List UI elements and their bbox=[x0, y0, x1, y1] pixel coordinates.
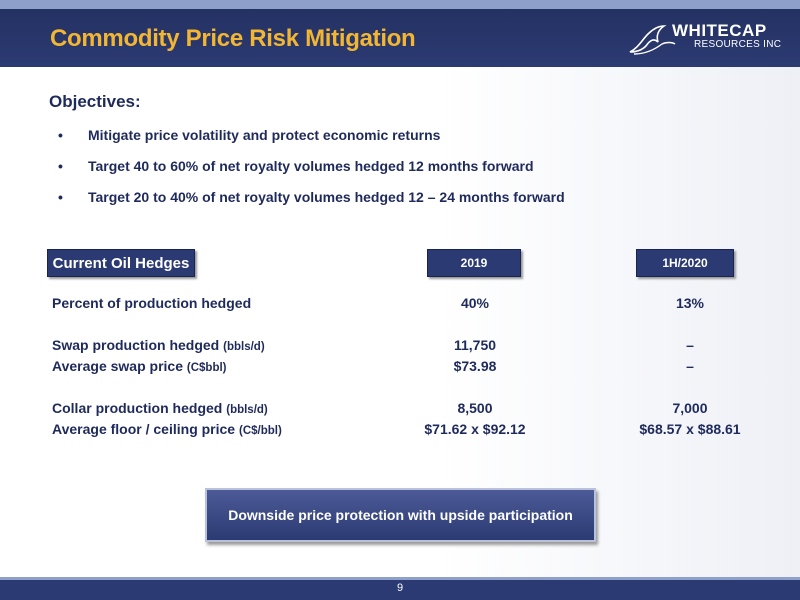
bullet-icon: • bbox=[58, 158, 63, 174]
row-label-text: Average swap price bbox=[52, 358, 183, 374]
page-title: Commodity Price Risk Mitigation bbox=[50, 25, 416, 52]
row-unit: (bbls/d) bbox=[226, 404, 268, 416]
objective-text: Target 40 to 60% of net royalty volumes … bbox=[88, 158, 534, 174]
objective-text: Target 20 to 40% of net royalty volumes … bbox=[88, 189, 565, 205]
logo-text-primary: WHITECAP bbox=[672, 21, 767, 40]
company-logo: WHITECAP RESOURCES INC bbox=[628, 18, 790, 58]
footer-accent-strip bbox=[0, 577, 800, 580]
row-label-swap-production: Swap production hedged (bbls/d) bbox=[52, 337, 265, 353]
objectives-heading: Objectives: bbox=[49, 92, 141, 111]
row-label-collar-production: Collar production hedged (bbls/d) bbox=[52, 400, 268, 416]
header-accent-strip bbox=[0, 0, 800, 9]
cell-swap-price-1h2020: – bbox=[686, 358, 694, 374]
row-label-text: Swap production hedged bbox=[52, 337, 220, 353]
cell-percent-1h2020: 13% bbox=[675, 295, 705, 311]
row-label-swap-price: Average swap price (C$bbl) bbox=[52, 358, 227, 374]
callout-text: Downside price protection with upside pa… bbox=[228, 507, 573, 523]
wave-logo-icon bbox=[629, 25, 676, 55]
logo-text-secondary: RESOURCES INC bbox=[694, 39, 782, 50]
page-number: 9 bbox=[396, 582, 404, 594]
cell-swap-production-2019: 11,750 bbox=[453, 337, 497, 353]
cell-collar-production-1h2020: 7,000 bbox=[672, 400, 708, 416]
objectives-list: • Mitigate price volatility and protect e… bbox=[58, 127, 565, 220]
list-item: • Mitigate price volatility and protect e… bbox=[58, 127, 565, 158]
list-item: • Target 40 to 60% of net royalty volumes… bbox=[58, 158, 565, 189]
row-label-floor-ceiling: Average floor / ceiling price (C$/bbl) bbox=[52, 421, 282, 437]
row-unit: (bbls/d) bbox=[223, 341, 265, 353]
column-header-2019: 2019 bbox=[427, 249, 521, 277]
cell-swap-production-1h2020: – bbox=[686, 337, 694, 353]
callout-box: Downside price protection with upside pa… bbox=[205, 488, 596, 542]
row-label-text: Collar production hedged bbox=[52, 400, 223, 416]
cell-floor-ceiling-1h2020: $68.57 x $88.61 bbox=[639, 421, 741, 437]
bullet-icon: • bbox=[58, 189, 63, 205]
section-label-current-oil-hedges: Current Oil Hedges bbox=[47, 249, 195, 277]
footer-bar: 9 bbox=[0, 577, 800, 600]
row-label-percent-hedged: Percent of production hedged bbox=[52, 295, 251, 311]
row-label-text: Average floor / ceiling price bbox=[52, 421, 236, 437]
cell-collar-production-2019: 8,500 bbox=[457, 400, 493, 416]
cell-swap-price-2019: $73.98 bbox=[453, 358, 497, 374]
bullet-icon: • bbox=[58, 127, 63, 143]
header-bar: Commodity Price Risk Mitigation WHITECAP… bbox=[0, 0, 800, 67]
cell-floor-ceiling-2019: $71.62 x $92.12 bbox=[424, 421, 526, 437]
row-unit: (C$bbl) bbox=[186, 362, 227, 374]
column-header-1h-2020: 1H/2020 bbox=[636, 249, 734, 277]
cell-percent-2019: 40% bbox=[460, 295, 490, 311]
row-unit: (C$/bbl) bbox=[238, 425, 282, 437]
list-item: • Target 20 to 40% of net royalty volumes… bbox=[58, 189, 565, 220]
row-label-text: Percent of production hedged bbox=[52, 295, 252, 311]
objective-text: Mitigate price volatility and protect ec… bbox=[88, 127, 441, 143]
